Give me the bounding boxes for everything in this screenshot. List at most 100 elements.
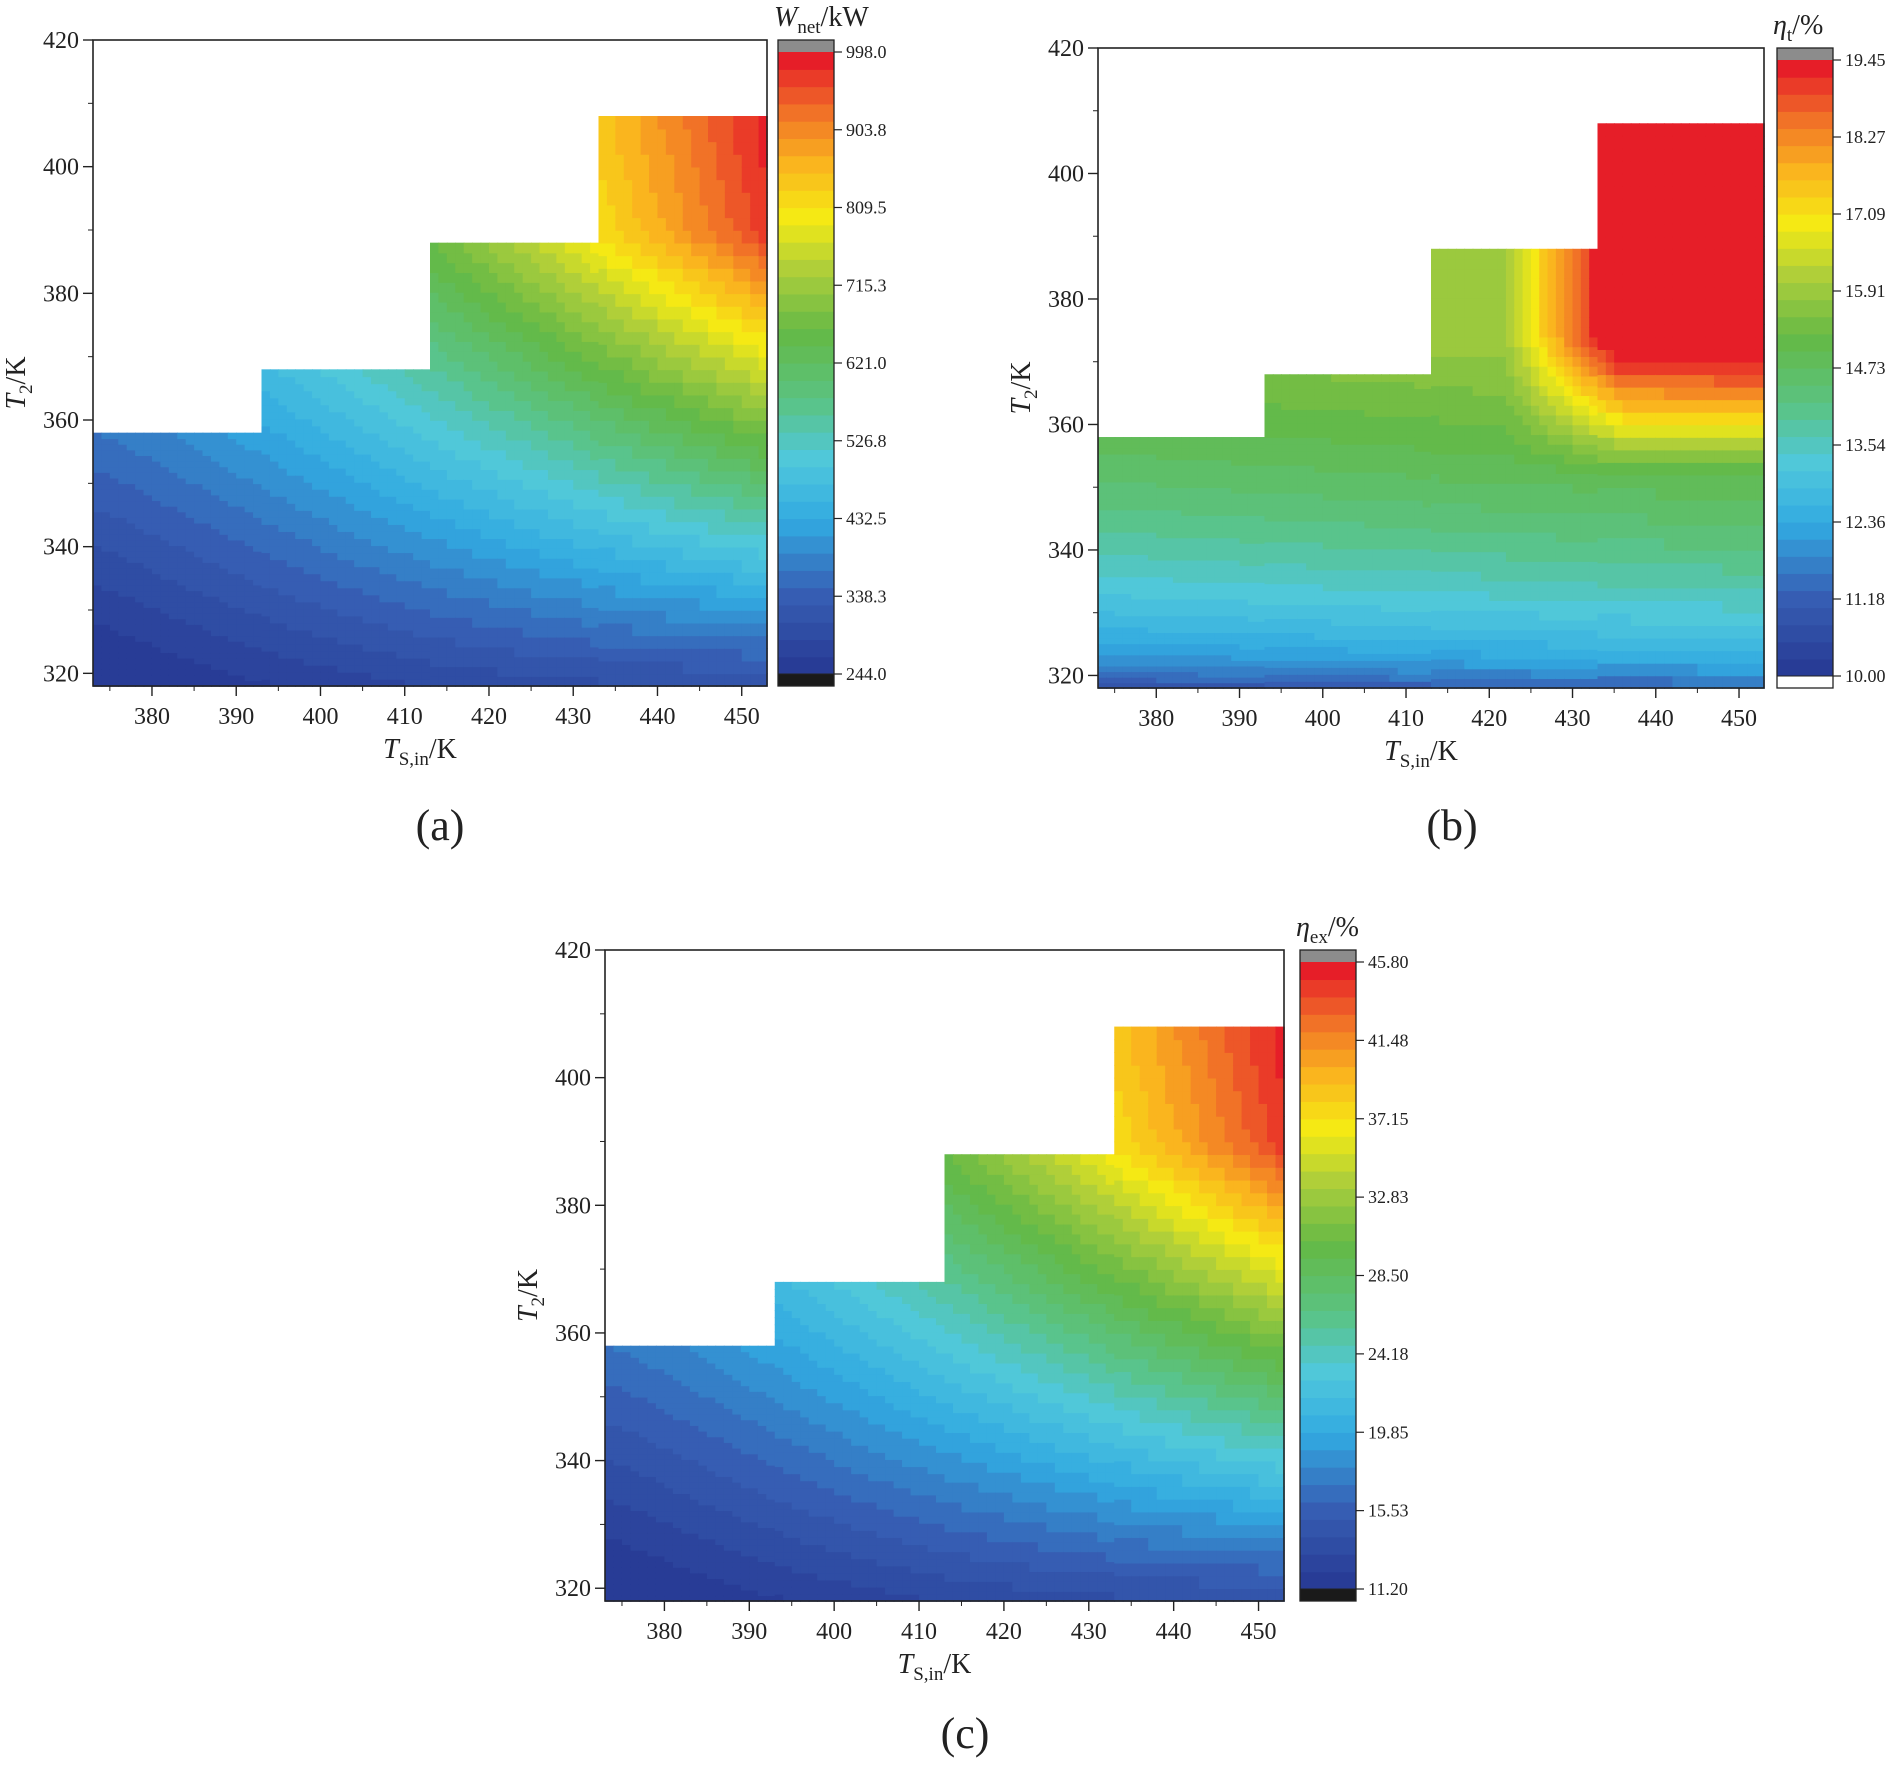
contour-cell <box>657 166 667 181</box>
contour-cell <box>278 397 288 406</box>
contour-cell <box>177 601 187 608</box>
contour-cell <box>531 380 541 392</box>
contour-cell <box>227 590 238 597</box>
contour-cell <box>741 255 751 269</box>
contour-cell <box>109 517 120 524</box>
contour-cell <box>387 418 398 427</box>
contour-cell <box>531 538 541 549</box>
contour-cell <box>1289 590 1299 599</box>
contour-cell <box>312 601 322 610</box>
contour-cell <box>1214 604 1224 611</box>
contour-cell <box>1197 542 1208 550</box>
contour-cell <box>1256 448 1266 455</box>
contour-cell <box>194 573 204 580</box>
contour-cell <box>328 636 339 645</box>
contour-cell <box>733 116 743 130</box>
colorbar-band <box>778 639 834 658</box>
contour-cell <box>1181 570 1191 578</box>
contour-cell <box>733 179 743 193</box>
contour-cell <box>1147 637 1158 645</box>
contour-cell <box>1206 621 1216 628</box>
contour-cell <box>1281 457 1291 466</box>
contour-cell <box>581 390 591 402</box>
contour-cell <box>573 479 583 490</box>
contour-cell <box>1322 660 1332 668</box>
x-tick-label: 390 <box>218 704 254 730</box>
contour-cell <box>547 656 558 668</box>
contour-cell <box>337 390 347 399</box>
contour-cell <box>168 573 179 580</box>
contour-cell <box>118 669 128 676</box>
contour-cell <box>606 521 617 535</box>
contour-cell <box>455 429 465 441</box>
contour-cell <box>194 680 204 687</box>
contour-cell <box>1314 464 1324 473</box>
contour-cell <box>93 466 103 473</box>
contour-cell <box>1231 570 1241 578</box>
contour-cell <box>1172 520 1183 528</box>
contour-cell <box>1314 569 1324 578</box>
contour-cell <box>1289 506 1299 515</box>
contour-cell <box>1264 388 1274 396</box>
contour-cell <box>1122 570 1133 578</box>
contour-cell <box>741 382 751 396</box>
contour-cell <box>750 470 760 485</box>
contour-cell <box>623 420 633 434</box>
contour-cell <box>488 400 499 411</box>
contour-cell <box>387 524 398 532</box>
contour-cell <box>194 601 204 608</box>
contour-cell <box>413 369 423 378</box>
contour-cell <box>724 128 735 143</box>
contour-cell <box>691 546 701 561</box>
contour-cell <box>446 291 457 303</box>
contour-cell <box>564 380 575 392</box>
colorbar-title: Wnet/kW <box>774 2 869 38</box>
contour-cell <box>581 656 591 668</box>
contour-cell <box>1297 381 1307 390</box>
contour-cell <box>472 518 482 530</box>
contour-cell <box>160 455 170 462</box>
contour-cell <box>202 488 212 496</box>
contour-cell <box>379 594 389 603</box>
contour-cell <box>733 356 743 371</box>
contour-cell <box>649 660 659 675</box>
contour-cell <box>531 252 541 264</box>
contour-cell <box>691 179 701 193</box>
contour-cell <box>531 439 541 451</box>
contour-cell <box>455 370 465 382</box>
contour-cell <box>539 469 549 480</box>
contour-cell <box>160 652 170 659</box>
contour-cell <box>472 676 482 687</box>
contour-cell <box>177 556 187 563</box>
contour-cell <box>1322 674 1332 682</box>
contour-cell <box>202 511 212 518</box>
contour-cell <box>649 394 659 409</box>
contour-cell <box>1131 654 1141 661</box>
contour-cell <box>202 663 212 670</box>
contour-cell <box>1222 648 1233 656</box>
contour-cell <box>1247 660 1257 667</box>
contour-cell <box>1281 485 1291 494</box>
contour-cell <box>143 488 153 496</box>
contour-cell <box>387 643 398 652</box>
contour-cell <box>623 192 633 206</box>
contour-cell <box>665 432 676 447</box>
contour-cell <box>1181 554 1191 561</box>
contour-cell <box>1314 388 1324 396</box>
contour-cell <box>151 500 162 507</box>
contour-cell <box>463 666 473 677</box>
contour-cell <box>590 548 600 559</box>
contour-cell <box>236 584 246 592</box>
contour-cell <box>556 321 566 333</box>
contour-cell <box>438 676 448 687</box>
contour-cell <box>657 622 667 637</box>
contour-cell <box>446 321 457 333</box>
contour-cell <box>253 443 263 451</box>
contour-cell <box>1297 646 1307 654</box>
colorbar-tick-label: 903.8 <box>846 120 887 140</box>
contour-cell <box>674 280 684 295</box>
contour-cell <box>126 483 136 490</box>
contour-cell <box>379 369 389 378</box>
contour-cell <box>488 656 499 668</box>
contour-cell <box>539 617 549 628</box>
